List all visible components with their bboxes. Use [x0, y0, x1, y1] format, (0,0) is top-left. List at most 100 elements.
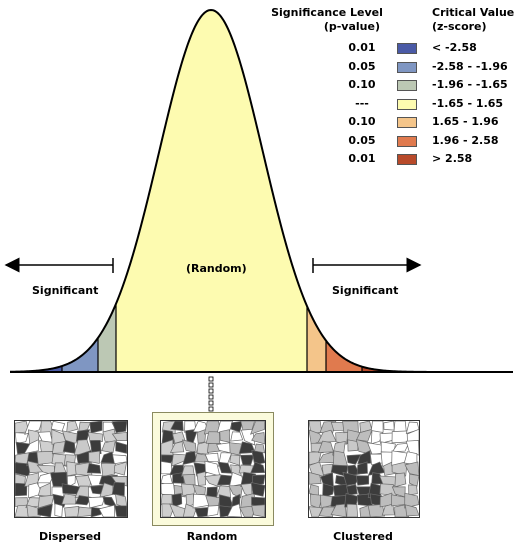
map-polygon: [64, 506, 79, 518]
map-polygon: [206, 505, 220, 517]
region-p005-high: [326, 340, 362, 372]
map-polygon: [217, 461, 233, 474]
map-polygon: [205, 431, 221, 445]
region-p010-high: [307, 306, 326, 372]
region-p001-low: [10, 366, 62, 372]
legend-p-value: 0.01: [348, 41, 376, 54]
map-polygon: [391, 442, 410, 453]
legend-z-score: -2.58 - -1.96: [432, 59, 508, 73]
legend-p-value: ---: [355, 96, 369, 110]
region-p005-low: [62, 337, 98, 372]
map-polygon: [170, 420, 184, 432]
map-polygon: [250, 420, 265, 435]
map-polygon: [346, 454, 362, 465]
map-polygon: [194, 507, 209, 518]
map-polygon: [391, 461, 408, 477]
connector-dot: [208, 388, 214, 394]
map-polygon: [192, 484, 206, 495]
legend-z-score: 1.65 - 1.96: [432, 115, 499, 128]
region-p010-low: [98, 303, 116, 372]
map-polygon: [308, 471, 322, 485]
map-polygon: [181, 439, 197, 453]
map-polygon: [98, 504, 116, 518]
map-polygon: [346, 484, 358, 496]
map-polygon: [66, 475, 76, 489]
map-polygon: [182, 451, 197, 465]
random-label: Random: [186, 530, 238, 543]
map-polygon: [322, 483, 335, 499]
significant-left-label: Significant: [32, 284, 99, 297]
map-polygon: [171, 492, 183, 508]
dotted-connector: [208, 376, 214, 418]
map-polygon: [54, 503, 63, 518]
legend-z-score: > 2.58: [432, 152, 473, 165]
legend-swatch: [397, 61, 417, 73]
map-polygon: [229, 454, 241, 466]
map-polygon: [251, 504, 266, 518]
map-polygon: [355, 475, 370, 486]
map-polygon: [111, 481, 125, 497]
map-polygon: [250, 461, 266, 474]
significance-level-title: Significance Level: [271, 6, 383, 19]
map-polygon: [100, 462, 116, 477]
map-polygon: [89, 420, 103, 434]
map-polygon: [37, 482, 51, 497]
map-polygon: [89, 439, 102, 455]
legend-swatch: [397, 154, 417, 165]
map-polygon: [342, 420, 359, 434]
region-random: [116, 10, 307, 372]
legend-swatch: [397, 98, 417, 110]
map-polygon: [357, 449, 372, 465]
significance-level-header: Significance Level (p-value): [268, 6, 386, 34]
map-polygon: [333, 450, 348, 467]
map-polygon: [408, 484, 418, 496]
map-polygon: [14, 482, 28, 497]
map-polygon: [381, 503, 395, 516]
map-polygon: [230, 431, 244, 442]
map-polygon: [196, 428, 207, 444]
map-polygon: [394, 472, 407, 488]
map-polygon: [356, 428, 373, 442]
map-polygon: [370, 420, 384, 434]
legend-z-score: -1.96 - -1.65: [432, 78, 508, 91]
significant-right-label: Significant: [332, 284, 399, 297]
map-polygon: [172, 472, 185, 484]
legend-p-value: 0.05: [348, 133, 376, 147]
map-polygon: [196, 471, 206, 486]
random-map: [160, 420, 266, 518]
map-polygon: [66, 420, 79, 433]
map-polygon: [160, 494, 173, 506]
map-polygon: [37, 494, 55, 509]
map-polygon: [219, 429, 231, 443]
connector-dot: [208, 394, 214, 400]
clustered-label: Clustered: [333, 530, 393, 543]
map-polygon: [101, 440, 116, 454]
legend-z-score: < -2.58: [432, 41, 477, 54]
connector-dot: [208, 406, 214, 412]
legend-p-value: 0.10: [348, 115, 376, 128]
map-polygon: [169, 441, 185, 453]
map-polygon: [367, 504, 386, 518]
map-polygon: [23, 439, 39, 455]
critical-value-title: Critical Value: [432, 6, 515, 19]
map-polygon: [61, 493, 77, 505]
map-polygon: [204, 460, 221, 477]
map-polygon: [26, 504, 41, 518]
z-score-subtitle: (z-score): [432, 20, 487, 33]
map-polygon: [51, 441, 66, 454]
dispersed-label: Dispersed: [38, 530, 102, 543]
connector-dot: [208, 376, 214, 382]
map-polygon: [88, 450, 101, 464]
clustered-map: [308, 420, 420, 518]
random-map-graphic: [160, 420, 266, 518]
p-value-subtitle: (p-value): [323, 20, 380, 33]
map-polygon: [36, 451, 55, 465]
legend-swatch: [397, 80, 417, 91]
map-polygon: [114, 505, 128, 518]
map-polygon: [240, 454, 255, 466]
map-polygon: [115, 493, 128, 508]
connector-dot: [208, 382, 214, 388]
map-polygon: [77, 506, 93, 518]
legend-swatch: [397, 135, 417, 147]
map-polygon: [115, 441, 128, 454]
